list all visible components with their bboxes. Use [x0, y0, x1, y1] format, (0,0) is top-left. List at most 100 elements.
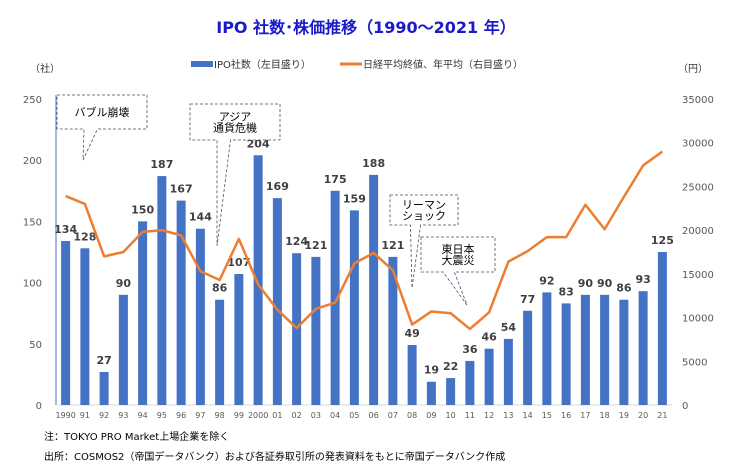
right-axis-unit: （円） — [678, 63, 708, 75]
x-tick-label: 10 — [446, 411, 456, 420]
left-tick-label: 100 — [23, 279, 42, 290]
x-tick-label: 2000 — [248, 411, 268, 420]
bar-13 — [503, 338, 513, 405]
bar-1990 — [61, 240, 71, 405]
bar-label-01: 169 — [266, 180, 289, 193]
bar-18 — [600, 294, 610, 405]
bar-label-91: 128 — [73, 230, 96, 243]
bar-95 — [157, 176, 167, 405]
bar-label-95: 187 — [150, 158, 173, 171]
bar-label-99: 107 — [227, 256, 250, 269]
bar-20 — [638, 291, 648, 405]
x-tick-label: 16 — [561, 411, 571, 420]
x-tick-label: 01 — [272, 411, 282, 420]
x-tick-label: 17 — [580, 411, 590, 420]
left-axis-unit: （社） — [30, 62, 60, 75]
bar-94 — [138, 221, 148, 405]
bar-label-06: 188 — [362, 157, 385, 170]
annotation-text: 東日本 — [442, 242, 475, 256]
bar-label-11: 36 — [462, 343, 478, 356]
bar-label-03: 121 — [304, 239, 327, 252]
bar-14 — [523, 310, 533, 405]
bar-label-07: 121 — [381, 239, 404, 252]
bar-09 — [426, 381, 436, 405]
left-tick-label: 250 — [23, 95, 42, 106]
x-tick-label: 93 — [118, 411, 128, 420]
bar-label-98: 86 — [212, 282, 228, 295]
bar-12 — [484, 348, 494, 405]
bar-03 — [311, 256, 321, 405]
bar-07 — [388, 256, 398, 405]
right-tick-label: 0 — [682, 401, 688, 412]
bar-96 — [176, 200, 186, 405]
bar-97 — [195, 228, 205, 405]
x-tick-label: 91 — [80, 411, 90, 420]
annotation-callout: バブル崩壊 — [56, 94, 148, 161]
x-tick-label: 14 — [523, 411, 533, 420]
x-tick-label: 98 — [215, 411, 225, 420]
x-tick-label: 15 — [542, 411, 552, 420]
bar-label-02: 124 — [285, 235, 308, 248]
x-tick-label: 1990 — [55, 411, 75, 420]
annotation-text: 大震災 — [442, 253, 475, 267]
x-tick-label: 03 — [311, 411, 321, 420]
x-tick-label: 97 — [195, 411, 205, 420]
bar-01 — [272, 198, 282, 405]
bar-98 — [215, 299, 225, 405]
annotation-text: バブル崩壊 — [75, 105, 130, 119]
bar-label-20: 93 — [635, 273, 650, 286]
chart-title: IPO 社数･株価推移（1990〜2021 年） — [216, 18, 516, 37]
footnote: 注：TOKYO PRO Market上場企業を除く — [44, 430, 229, 443]
x-tick-label: 18 — [600, 411, 610, 420]
bar-label-21: 125 — [651, 234, 674, 247]
bar-15 — [542, 292, 552, 405]
x-tick-label: 13 — [503, 411, 513, 420]
bar-21 — [657, 252, 667, 405]
x-tick-label: 11 — [465, 411, 475, 420]
bar-93 — [118, 294, 128, 405]
x-tick-label: 06 — [369, 411, 379, 420]
callout-box — [56, 94, 148, 161]
bar-label-19: 86 — [616, 282, 632, 295]
bar-label-18: 90 — [597, 277, 613, 290]
left-tick-label: 150 — [23, 217, 42, 228]
bar-08 — [407, 345, 417, 405]
bar-label-13: 54 — [501, 321, 517, 334]
x-tick-label: 02 — [292, 411, 302, 420]
annotation-text: ショック — [402, 210, 446, 223]
bar-11 — [465, 360, 475, 405]
bar-label-2000: 204 — [247, 137, 270, 150]
bar-label-17: 90 — [578, 277, 594, 290]
x-tick-label: 96 — [176, 411, 186, 420]
x-tick-label: 05 — [349, 411, 359, 420]
bar-19 — [619, 299, 629, 405]
right-tick-label: 35000 — [682, 95, 714, 106]
left-tick-label: 0 — [36, 401, 42, 412]
x-tick-label: 99 — [234, 411, 244, 420]
annotation-text: リーマン — [402, 199, 446, 212]
right-tick-label: 20000 — [682, 226, 714, 237]
x-tick-label: 94 — [138, 411, 148, 420]
bar-label-92: 27 — [96, 354, 111, 367]
bar-label-97: 144 — [189, 211, 212, 224]
bar-16 — [561, 303, 571, 405]
bar-10 — [446, 378, 456, 405]
right-tick-label: 30000 — [682, 139, 714, 150]
right-tick-label: 5000 — [682, 357, 707, 368]
x-tick-label: 21 — [657, 411, 667, 420]
bar-label-93: 90 — [116, 277, 132, 290]
legend-label-ipo: IPO社数（左目盛り） — [214, 58, 311, 71]
left-tick-label: 200 — [23, 156, 42, 167]
x-tick-label: 12 — [484, 411, 494, 420]
bar-label-94: 150 — [131, 203, 154, 216]
x-tick-label: 07 — [388, 411, 398, 420]
legend-label-nikkei: 日経平均終値、年平均（右目盛り） — [363, 58, 523, 71]
bar-2000 — [253, 155, 263, 405]
x-tick-label: 04 — [330, 411, 340, 420]
bar-label-15: 92 — [539, 274, 554, 287]
